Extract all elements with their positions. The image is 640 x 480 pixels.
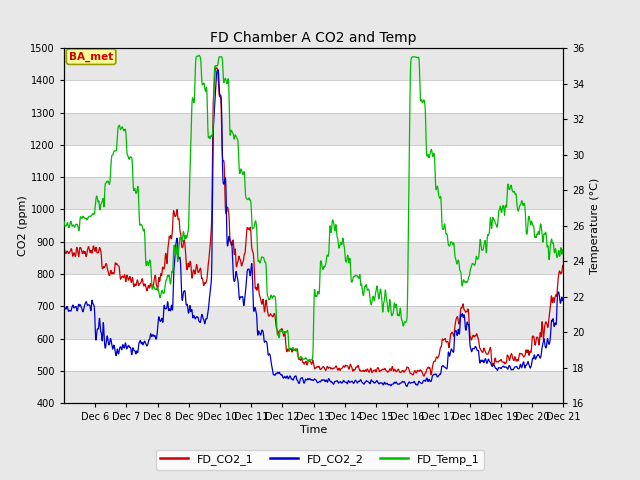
Text: BA_met: BA_met <box>69 51 113 62</box>
Y-axis label: CO2 (ppm): CO2 (ppm) <box>17 195 28 256</box>
Bar <box>64 48 563 80</box>
Bar <box>64 177 563 209</box>
X-axis label: Time: Time <box>300 425 327 435</box>
Legend: FD_CO2_1, FD_CO2_2, FD_Temp_1: FD_CO2_1, FD_CO2_2, FD_Temp_1 <box>156 450 484 469</box>
Title: FD Chamber A CO2 and Temp: FD Chamber A CO2 and Temp <box>211 32 417 46</box>
Bar <box>64 306 563 338</box>
Bar <box>64 242 563 274</box>
Bar <box>64 371 563 403</box>
Y-axis label: Temperature (°C): Temperature (°C) <box>590 178 600 274</box>
Bar <box>64 113 563 145</box>
